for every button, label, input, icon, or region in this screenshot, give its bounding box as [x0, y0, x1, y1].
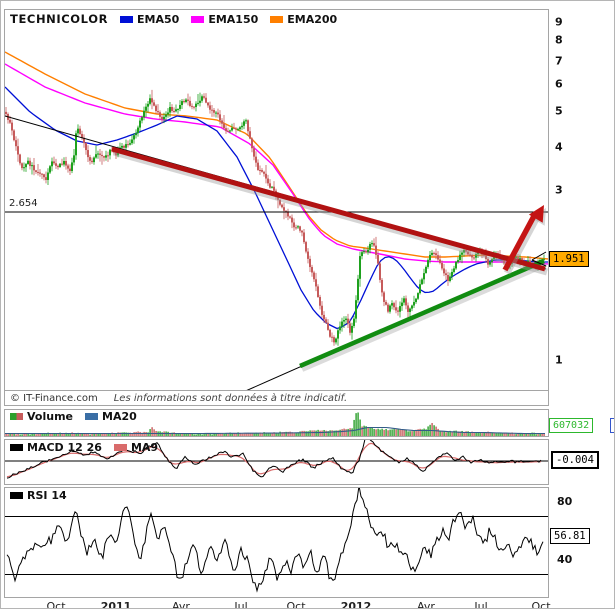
macd-panel[interactable]: MACD 12 26 MA9: [4, 439, 549, 485]
x-axis-label-7: Jul: [474, 600, 488, 609]
resistance-level-label: 2.654: [8, 198, 39, 209]
rsi-legend: RSI 14: [10, 489, 67, 502]
copyright-bar: © IT-Finance.com Les informations sont d…: [5, 390, 548, 405]
price-chart-legend: TECHNICOLOR EMA50 EMA150 EMA200: [10, 12, 337, 26]
legend-item-rsi: RSI 14: [10, 489, 67, 502]
price-axis-tick-8: 8: [555, 33, 563, 47]
volume-panel[interactable]: Volume MA20: [4, 409, 549, 437]
ema50-swatch-icon: [120, 15, 134, 23]
price-axis-tick-3: 3: [555, 183, 563, 197]
x-axis-label-1: 2011: [100, 600, 132, 609]
volume-label: Volume: [27, 410, 73, 423]
macd-swatch-icon: [10, 444, 23, 451]
price-chart-panel[interactable]: © IT-Finance.com Les informations sont d…: [4, 9, 549, 406]
ma9-swatch-icon: [113, 444, 127, 451]
legend-item-ma9: MA9: [113, 441, 159, 454]
x-axis-label-0: Oct: [46, 600, 66, 609]
x-axis-label-4: Oct: [286, 600, 306, 609]
legend-item-ma20: MA20: [85, 410, 137, 423]
last-price-badge: 1.951: [549, 251, 589, 267]
legend-item-ema50: EMA50: [120, 13, 179, 26]
x-axis-label-6: Avr: [417, 600, 435, 609]
ema50-label: EMA50: [137, 12, 180, 26]
volume-value-badge: 607032: [549, 418, 594, 433]
ema150-label: EMA150: [208, 12, 259, 26]
x-axis-label-8: Oct: [531, 600, 551, 609]
rsi-value-badge: 56.81: [550, 528, 590, 544]
ma9-label: MA9: [130, 441, 159, 454]
x-axis-label-5: 2012: [340, 600, 372, 609]
volume-ma-value-badge: 55: [610, 418, 614, 433]
disclaimer-text: Les informations sont données à titre in…: [113, 392, 348, 404]
x-axis-label-3: Jul: [234, 600, 248, 609]
rsi-tick-40: 40: [557, 553, 573, 566]
x-axis-label-2: Avr: [172, 600, 190, 609]
ema150-swatch-icon: [191, 15, 205, 23]
legend-item-ema150: EMA150: [191, 13, 258, 26]
macd-value-badge: -0.004: [551, 451, 599, 469]
price-axis-tick-7: 7: [555, 54, 563, 68]
macd-legend: MACD 12 26 MA9: [10, 441, 158, 454]
ema200-swatch-icon: [270, 15, 284, 23]
volume-swatch-icon: [10, 413, 23, 420]
rsi-panel[interactable]: RSI 14: [4, 487, 549, 598]
legend-item-ema200: EMA200: [270, 13, 337, 26]
price-axis-tick-6: 6: [555, 77, 563, 91]
rsi-swatch-icon: [10, 492, 23, 499]
rsi-tick-80: 80: [557, 495, 573, 508]
price-axis-tick-1: 1: [555, 353, 563, 367]
ema200-label: EMA200: [287, 12, 338, 26]
legend-item-volume: Volume: [10, 410, 73, 423]
ma20-swatch-icon: [85, 413, 98, 420]
macd-canvas[interactable]: [5, 440, 548, 484]
volume-canvas[interactable]: [5, 410, 548, 436]
price-axis-tick-4: 4: [555, 140, 563, 154]
price-axis-tick-9: 9: [555, 15, 563, 29]
macd-label: MACD 12 26: [27, 441, 102, 454]
price-axis-tick-5: 5: [555, 104, 563, 118]
rsi-label: RSI 14: [27, 489, 67, 502]
price-chart-canvas[interactable]: [5, 10, 548, 405]
ma20-label: MA20: [102, 410, 137, 423]
rsi-canvas[interactable]: [5, 488, 548, 597]
volume-legend: Volume MA20: [10, 410, 137, 423]
symbol-name: TECHNICOLOR: [10, 12, 109, 26]
copyright-owner: © IT-Finance.com: [10, 392, 98, 404]
legend-item-macd: MACD 12 26: [10, 441, 102, 454]
